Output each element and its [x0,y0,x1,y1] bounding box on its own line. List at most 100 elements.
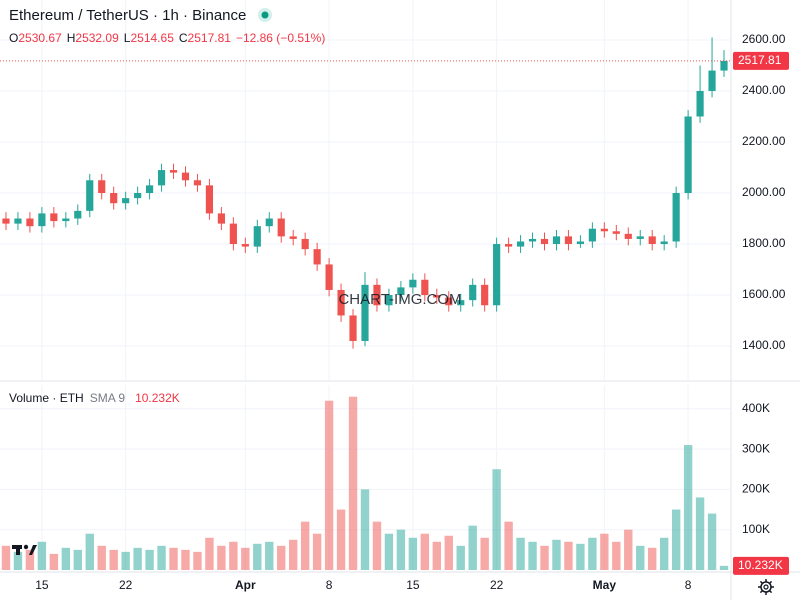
volume-bar [109,549,118,570]
settings-icon[interactable] [758,579,774,595]
candle-body [265,218,273,227]
volume-bar [552,539,561,570]
candle-body [26,218,34,227]
volume-bar [360,489,370,570]
candle-body [493,244,501,306]
ohlc-legend: O 2530.67 H 2532.09 L 2514.65 C 2517.81 −12.… [9,31,325,45]
volume-bar [193,551,202,570]
candle-body [313,249,321,265]
y-tick-label: 2400.00 [742,83,786,97]
volume-bar [648,547,657,570]
candle-body [373,284,381,306]
candle-body [146,185,154,194]
volume-bar [600,533,609,570]
candle-body [385,295,393,306]
volume-bar [659,537,669,570]
candle-body [50,213,58,222]
h-value: 2532.09 [75,31,119,45]
volume-bar [61,547,71,570]
status-dot [258,8,273,22]
change: −12.86 (−0.51%) [235,31,326,45]
candle-body [708,70,716,91]
candle-body [481,284,489,306]
volume-bar [492,469,501,570]
volume-bar [719,565,729,570]
candle-body [576,241,584,245]
candle-body [648,236,656,245]
candle-body [277,218,285,237]
volume-bar [444,535,453,570]
volume-value: 10.232K [135,391,180,405]
candle-body [193,180,202,186]
candle-body [361,284,369,341]
candle-body [289,236,297,239]
tv-logo [12,544,37,555]
volume-bar [169,547,178,570]
candle-body [337,289,345,316]
volume-bar [13,551,23,570]
volume-name: Volume · ETH [9,391,84,405]
volume-bar [73,549,82,570]
candle-body [98,180,106,194]
last-volume-tag [733,556,789,575]
grid [0,0,730,570]
y2-tick-label: 100K [742,522,770,536]
candle-body [564,236,573,245]
volume-bar [324,400,334,570]
candle-body [157,170,166,186]
volume-bar [145,549,154,570]
volume-bar [576,543,585,570]
volume-bar [265,541,274,570]
volume-bar [384,533,394,570]
candle-body [624,233,632,239]
candle-body [433,295,441,298]
volume-bar [516,537,525,570]
x-tick-label: 8 [685,578,692,592]
candle-body [62,218,70,222]
volume-bar [205,537,214,570]
candle-body [528,238,537,242]
candle-body [14,218,22,224]
candle-body [181,172,190,181]
y-tick-label: 1800.00 [742,236,786,250]
volume-bar [683,445,693,570]
l-value: 2514.65 [130,31,174,45]
candle-body [516,241,525,247]
candle-body [241,244,249,247]
volume-bar [181,549,190,570]
y2-tick-label: 400K [742,401,770,415]
volume-bar [336,509,346,570]
volume-bar [97,545,106,570]
candle-body [349,315,357,341]
candle-body [409,279,417,288]
volume-bar [85,533,94,570]
c-value: 2517.81 [187,31,231,45]
volume-bar [540,545,549,570]
candle-body [445,297,453,306]
volume-bar [277,545,286,570]
volume-bar [588,537,597,570]
volume-bar [456,545,465,570]
candle-body [253,226,261,247]
volume-bar [564,541,573,570]
candle-body [672,193,680,242]
candle-body [505,244,513,247]
y-tick-label: 2200.00 [742,134,786,148]
candle-body [74,210,82,219]
candle-body [229,223,237,245]
y2-tick-label: 200K [742,482,770,496]
candle-body [421,279,429,296]
watermark: CHART-IMG.COM [338,291,461,308]
candle-body [636,236,644,239]
volume-bar [157,545,166,570]
volume-bar [121,551,130,570]
x-tick-label: May [593,578,617,592]
x-tick-label: Apr [235,578,256,592]
labels: 1400.00 1600.00 1800.00 2000.00 2200.00 2400.… [35,32,789,592]
symbol-title: Ethereum / TetherUS · 1h · Binance [9,6,247,24]
o-label: O [9,31,19,45]
last-price-tag [733,51,789,70]
y-tick-label: 1400.00 [742,338,786,352]
